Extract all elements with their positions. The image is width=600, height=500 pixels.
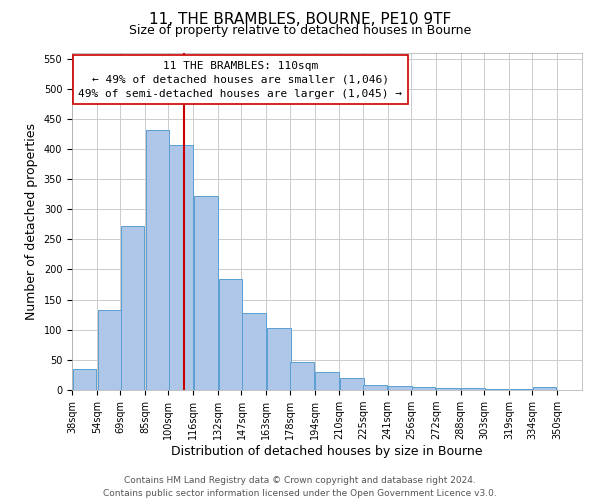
Bar [146,130,169,390]
X-axis label: Distribution of detached houses by size in Bourne: Distribution of detached houses by size … [171,445,483,458]
Text: Contains HM Land Registry data © Crown copyright and database right 2024.
Contai: Contains HM Land Registry data © Crown c… [103,476,497,498]
Bar [194,196,218,390]
Text: Size of property relative to detached houses in Bourne: Size of property relative to detached ho… [129,24,471,37]
Bar [461,388,485,390]
Text: 11 THE BRAMBLES: 110sqm
← 49% of detached houses are smaller (1,046)
49% of semi: 11 THE BRAMBLES: 110sqm ← 49% of detache… [79,61,403,99]
Bar [364,385,387,390]
Bar [485,389,508,390]
Y-axis label: Number of detached properties: Number of detached properties [25,122,38,320]
Bar [290,362,314,390]
Bar [533,387,556,390]
Text: 11, THE BRAMBLES, BOURNE, PE10 9TF: 11, THE BRAMBLES, BOURNE, PE10 9TF [149,12,451,28]
Bar [412,387,435,390]
Bar [436,388,460,390]
Bar [97,310,121,390]
Bar [73,369,96,390]
Bar [315,372,339,390]
Bar [242,314,266,390]
Bar [340,378,364,390]
Bar [121,226,145,390]
Bar [388,386,412,390]
Bar [219,279,242,390]
Bar [169,146,193,390]
Bar [267,328,290,390]
